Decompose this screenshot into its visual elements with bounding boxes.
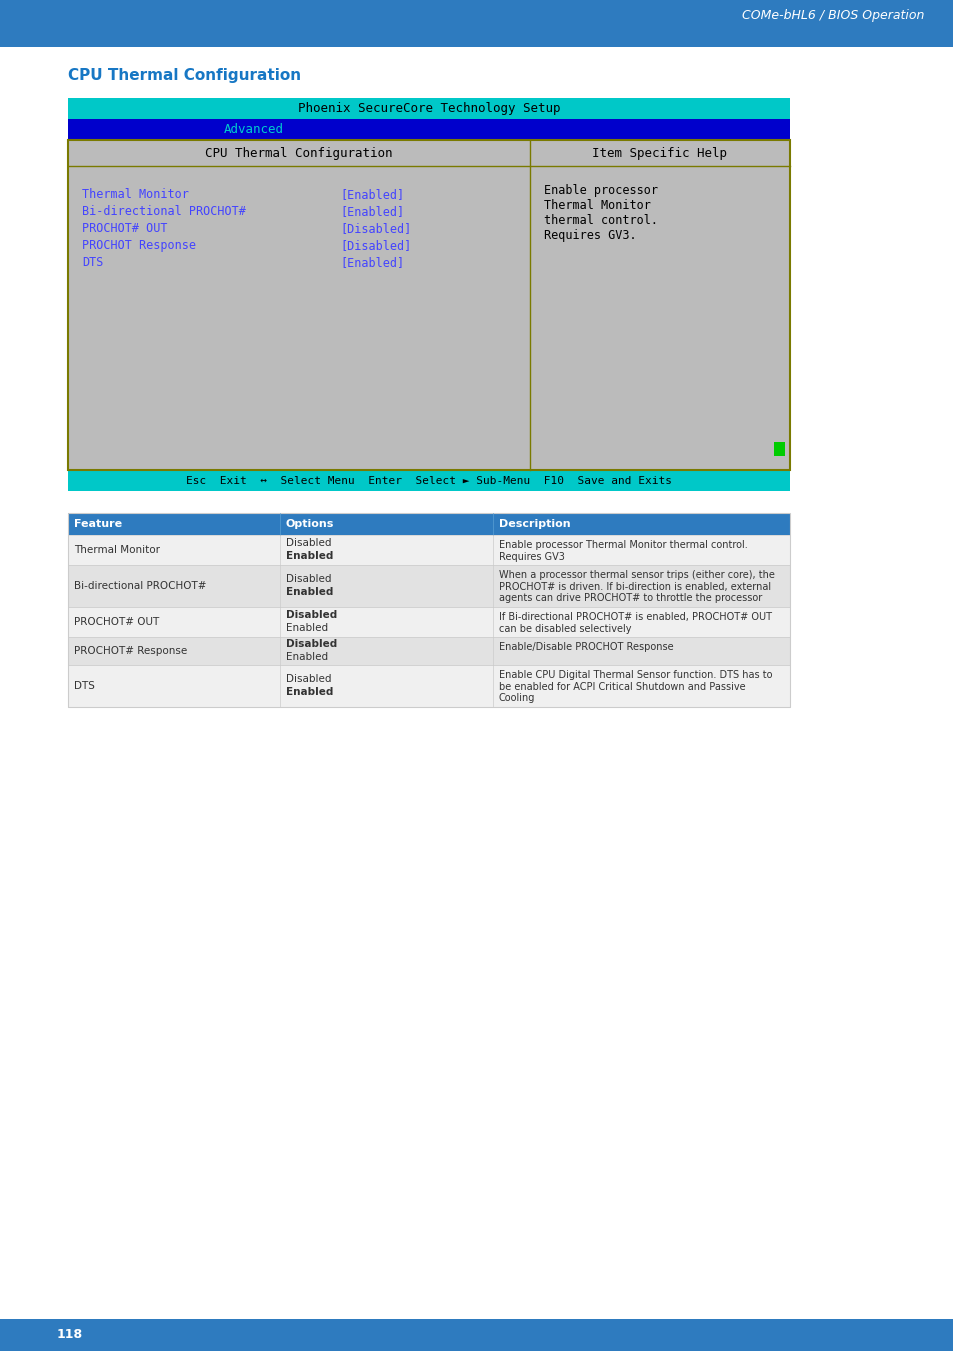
Bar bbox=[773, 442, 784, 457]
Text: [Disabled]: [Disabled] bbox=[339, 239, 411, 253]
Bar bbox=[68, 141, 789, 470]
Text: Feature: Feature bbox=[74, 519, 122, 530]
Text: Disabled: Disabled bbox=[286, 611, 337, 620]
Text: Thermal Monitor: Thermal Monitor bbox=[74, 544, 160, 555]
Text: Enable processor: Enable processor bbox=[543, 184, 658, 197]
Text: Enable CPU Digital Thermal Sensor function. DTS has to
be enabled for ACPI Criti: Enable CPU Digital Thermal Sensor functi… bbox=[498, 670, 772, 704]
Bar bbox=[68, 513, 789, 535]
Text: Description: Description bbox=[498, 519, 570, 530]
Bar bbox=[68, 513, 789, 707]
Text: PROCHOT Response: PROCHOT Response bbox=[82, 239, 195, 253]
Text: Disabled: Disabled bbox=[286, 674, 331, 684]
Text: [Enabled]: [Enabled] bbox=[339, 188, 404, 201]
Text: Thermal Monitor: Thermal Monitor bbox=[543, 199, 650, 212]
Text: Item Specific Help: Item Specific Help bbox=[592, 146, 727, 159]
Bar bbox=[68, 607, 789, 638]
Text: When a processor thermal sensor trips (either core), the
PROCHOT# is driven. If : When a processor thermal sensor trips (e… bbox=[498, 570, 774, 603]
Bar bbox=[68, 665, 789, 707]
Text: Bi-directional PROCHOT#: Bi-directional PROCHOT# bbox=[74, 581, 206, 590]
Text: [Disabled]: [Disabled] bbox=[339, 222, 411, 235]
Bar bbox=[0, 0, 953, 47]
Text: Disabled: Disabled bbox=[286, 639, 337, 648]
Text: Enable processor Thermal Monitor thermal control.
Requires GV3: Enable processor Thermal Monitor thermal… bbox=[498, 540, 747, 562]
Bar bbox=[68, 470, 789, 490]
Text: Esc  Exit  ↔  Select Menu  Enter  Select ► Sub-Menu  F10  Save and Exits: Esc Exit ↔ Select Menu Enter Select ► Su… bbox=[186, 476, 671, 485]
Text: Disabled: Disabled bbox=[286, 574, 331, 584]
Text: Advanced: Advanced bbox=[224, 123, 284, 136]
Text: DTS: DTS bbox=[74, 681, 94, 690]
Text: Phoenix SecureCore Technology Setup: Phoenix SecureCore Technology Setup bbox=[297, 101, 559, 115]
Bar bbox=[68, 565, 789, 607]
Text: Bi-directional PROCHOT#: Bi-directional PROCHOT# bbox=[82, 205, 246, 218]
Text: Enabled: Enabled bbox=[286, 551, 333, 561]
Text: Disabled: Disabled bbox=[286, 538, 331, 549]
Text: Enabled: Enabled bbox=[286, 688, 333, 697]
Text: 118: 118 bbox=[57, 1328, 83, 1342]
Text: Requires GV3.: Requires GV3. bbox=[543, 230, 636, 242]
Text: CPU Thermal Configuration: CPU Thermal Configuration bbox=[68, 68, 301, 82]
Text: [Enabled]: [Enabled] bbox=[339, 255, 404, 269]
Text: Enabled: Enabled bbox=[286, 623, 328, 634]
Text: COMe-bHL6 / BIOS Operation: COMe-bHL6 / BIOS Operation bbox=[740, 9, 923, 23]
Text: Enabled: Enabled bbox=[286, 653, 328, 662]
Text: [Enabled]: [Enabled] bbox=[339, 205, 404, 218]
Text: PROCHOT# OUT: PROCHOT# OUT bbox=[74, 617, 159, 627]
Text: Options: Options bbox=[286, 519, 334, 530]
Text: PROCHOT# OUT: PROCHOT# OUT bbox=[82, 222, 168, 235]
Text: PROCHOT# Response: PROCHOT# Response bbox=[74, 646, 187, 657]
Text: Enabled: Enabled bbox=[286, 586, 333, 597]
Bar bbox=[68, 99, 789, 119]
Bar bbox=[68, 119, 789, 141]
Text: thermal control.: thermal control. bbox=[543, 213, 658, 227]
Text: Thermal Monitor: Thermal Monitor bbox=[82, 188, 189, 201]
Text: If Bi-directional PROCHOT# is enabled, PROCHOT# OUT
can be disabled selectively: If Bi-directional PROCHOT# is enabled, P… bbox=[498, 612, 771, 634]
Bar bbox=[0, 1319, 953, 1351]
Bar bbox=[68, 535, 789, 565]
Text: CPU Thermal Configuration: CPU Thermal Configuration bbox=[205, 146, 393, 159]
Text: DTS: DTS bbox=[82, 255, 103, 269]
Bar bbox=[68, 638, 789, 665]
Text: Enable/Disable PROCHOT Response: Enable/Disable PROCHOT Response bbox=[498, 642, 673, 653]
